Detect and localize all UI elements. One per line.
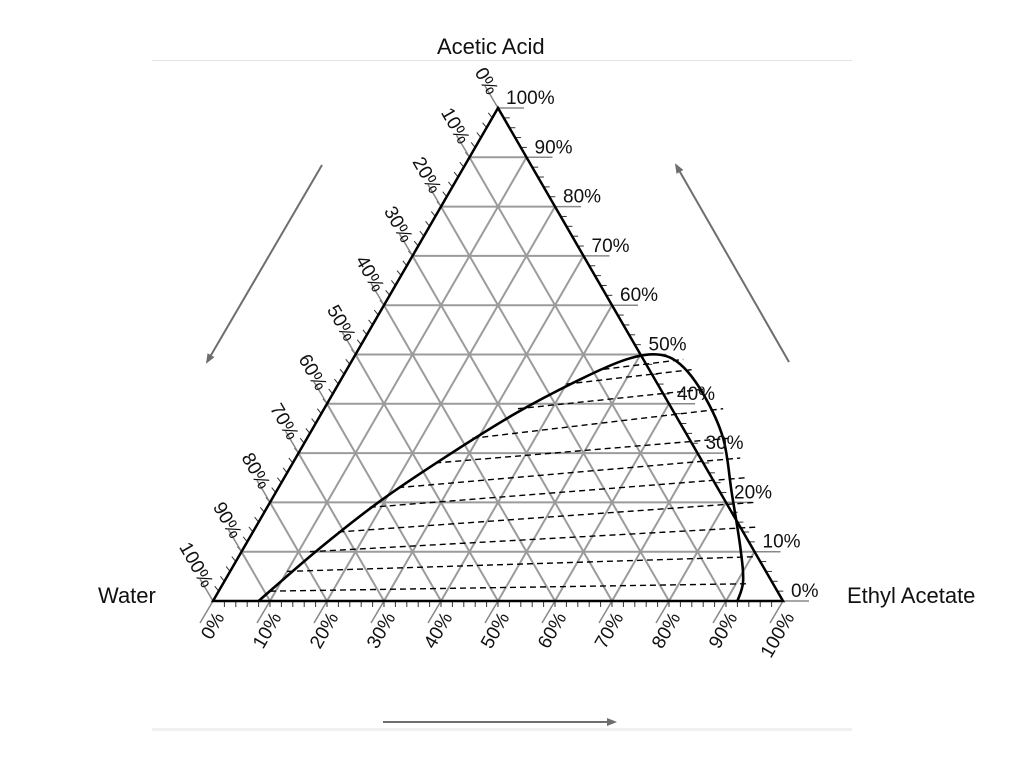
grid-line-ethyl-acetate	[383, 255, 585, 602]
tick-label-right: 10%	[763, 532, 801, 553]
leader-bottom	[598, 600, 613, 624]
tick-label-left: 0%	[470, 64, 502, 98]
tick-label-bottom: 100%	[757, 609, 800, 662]
tick-label-right: 50%	[649, 335, 687, 356]
grid-line-ethyl-acetate	[611, 452, 699, 602]
tick-label-right: 40%	[677, 384, 715, 405]
tick-label-bottom: 0%	[197, 609, 229, 643]
leader-bottom	[256, 600, 271, 624]
leader-left	[398, 233, 414, 257]
tick-label-right: 20%	[734, 482, 772, 503]
leader-left	[455, 134, 471, 158]
arrow-right-icon	[675, 163, 790, 363]
tick-label-bottom: 50%	[477, 609, 514, 653]
grid-line-water	[354, 353, 499, 602]
leader-left	[427, 184, 442, 207]
leader-bottom	[370, 600, 385, 624]
leader-left	[370, 282, 385, 306]
tick-label-right: 60%	[620, 285, 658, 306]
grid-line-water	[411, 255, 613, 602]
tick-label-bottom: 40%	[420, 609, 457, 653]
leader-left	[199, 578, 214, 602]
tie-line	[309, 526, 758, 553]
tick-label-bottom: 30%	[363, 609, 400, 653]
tie-line	[566, 368, 695, 385]
tick-label-layer: 0% 0% 0% 10% 10% 10% 20% 20% 20% 30% 30% 30% 40% 40% 4…	[174, 64, 818, 661]
arrow-layer	[205, 163, 790, 726]
grid-line-water	[269, 501, 328, 602]
tick-label-left: 20%	[408, 154, 445, 198]
grid-line-ethyl-acetate	[554, 403, 670, 602]
grid-line-ethyl-acetate	[668, 501, 727, 602]
leader-bottom	[313, 600, 328, 624]
tick-label-right: 100%	[506, 88, 555, 109]
tick-label-right: 30%	[706, 433, 744, 454]
tick-label-left: 50%	[322, 302, 359, 346]
tick-label-bottom: 10%	[249, 609, 286, 653]
leader-left	[256, 480, 271, 503]
grid-line-ethyl-acetate	[725, 551, 756, 602]
tick-label-left: 60%	[294, 351, 331, 395]
tick-label-bottom: 20%	[306, 609, 343, 653]
leader-bottom	[769, 600, 784, 624]
tie-line	[472, 408, 724, 440]
leader-left	[284, 430, 300, 454]
leader-left	[484, 85, 499, 109]
tie-line	[369, 477, 747, 509]
tie-line	[287, 555, 758, 573]
grid-line-water	[297, 452, 385, 602]
binodal-curve	[257, 353, 745, 602]
grid-line-ethyl-acetate	[497, 353, 642, 602]
leader-left	[341, 332, 357, 355]
tick-label-bottom: 90%	[705, 609, 742, 653]
binodal-curve-layer	[257, 353, 745, 602]
arrow-left-icon	[205, 164, 323, 364]
tick-label-left: 80%	[237, 449, 274, 493]
tick-label-right: 80%	[563, 187, 601, 208]
grid-line-ethyl-acetate	[269, 156, 528, 602]
vertex-label-top: Acetic Acid	[437, 34, 545, 59]
tick-label-left: 10%	[436, 104, 473, 148]
tick-label-left: 90%	[208, 499, 245, 543]
tie-line	[603, 358, 684, 370]
leader-bottom	[484, 600, 499, 624]
vertex-label-left: Water	[98, 583, 156, 608]
grid-layer	[240, 156, 756, 602]
leader-left	[227, 529, 243, 553]
leader-bottom	[199, 600, 214, 624]
tick-label-right: 70%	[592, 236, 630, 257]
tick-label-left: 40%	[351, 252, 388, 296]
tie-line	[517, 388, 707, 410]
top-rule	[152, 60, 852, 61]
tick-label-bottom: 70%	[591, 609, 628, 653]
grid-line-water	[468, 156, 727, 602]
tie-line	[435, 437, 729, 464]
tie-line	[398, 457, 741, 489]
leader-left	[313, 381, 328, 405]
tick-label-bottom: 80%	[648, 609, 685, 653]
grid-line-water	[326, 403, 442, 602]
bottom-rule	[152, 728, 852, 731]
leader-bottom	[541, 600, 556, 624]
tie-line-layer	[269, 358, 758, 592]
tick-label-bottom: 60%	[534, 609, 571, 653]
leader-bottom	[427, 600, 442, 624]
leader-bottom	[655, 600, 670, 624]
vertex-label-right: Ethyl Acetate	[847, 583, 976, 608]
tick-label-left: 70%	[265, 400, 302, 444]
tick-label-right: 0%	[791, 581, 819, 602]
grid-line-water	[240, 551, 271, 602]
tick-label-left: 30%	[379, 203, 416, 247]
leader-bottom	[712, 600, 727, 624]
tick-label-left: 100%	[174, 539, 217, 592]
tick-label-right: 90%	[535, 137, 573, 158]
